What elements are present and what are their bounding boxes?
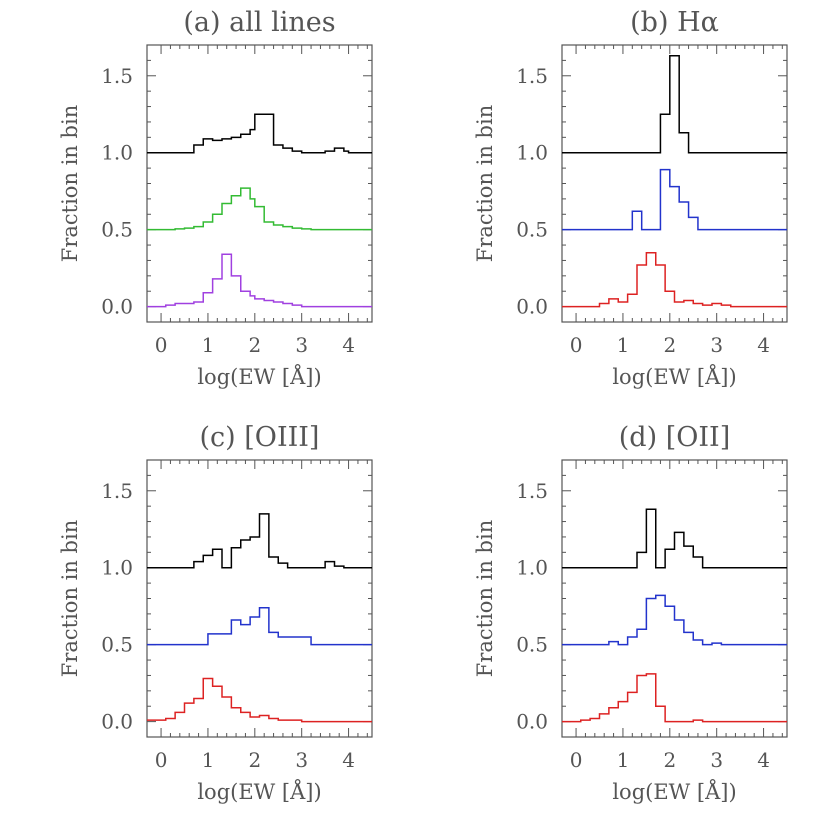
panel-title: (a) all lines: [183, 7, 335, 38]
x-tick-label: 2: [248, 748, 261, 772]
histogram-series-1: [147, 513, 372, 569]
y-tick-label: 0.0: [101, 295, 133, 319]
y-tick-label: 1.0: [516, 141, 548, 165]
x-axis-label: log(EW [Å]): [612, 779, 736, 804]
y-tick-label: 0.5: [101, 633, 133, 657]
x-tick-label: 0: [570, 333, 583, 357]
x-tick-label: 0: [155, 748, 168, 772]
x-axis-label: log(EW [Å]): [612, 364, 736, 389]
histogram-series-3: [147, 677, 372, 723]
y-axis-label: Fraction in bin: [58, 520, 82, 678]
y-tick-label: 1.0: [101, 141, 133, 165]
y-tick-label: 1.0: [101, 556, 133, 580]
histogram-series-1: [562, 55, 787, 154]
y-tick-label: 1.5: [101, 479, 133, 503]
x-tick-label: 4: [757, 333, 770, 357]
x-tick-label: 3: [295, 748, 308, 772]
x-tick-label: 0: [155, 333, 168, 357]
y-tick-label: 0.5: [516, 218, 548, 242]
x-axis-label: log(EW [Å]): [197, 364, 321, 389]
panel-title: (d) [OII]: [619, 422, 730, 453]
y-tick-label: 1.5: [101, 64, 133, 88]
y-tick-label: 0.5: [516, 633, 548, 657]
x-tick-label: 4: [757, 748, 770, 772]
x-axis-label: log(EW [Å]): [197, 779, 321, 804]
y-tick-label: 0.0: [101, 710, 133, 734]
histogram-series-2: [562, 594, 787, 646]
y-axis-label: Fraction in bin: [58, 105, 82, 263]
x-tick-label: 1: [202, 333, 215, 357]
panel-a: 0 1 2 3 4 0.0 0.5 1.0 1.5 (a) all lines log(EW [Å]…: [58, 7, 373, 389]
y-tick-label: 0.0: [516, 710, 548, 734]
y-tick-label: 0.5: [101, 218, 133, 242]
x-tick-label: 4: [342, 748, 355, 772]
x-tick-label: 2: [663, 748, 676, 772]
histogram-series-2: [147, 606, 372, 646]
x-tick-label: 0: [570, 748, 583, 772]
y-tick-label: 1.5: [516, 64, 548, 88]
panel-b: 0 1 2 3 4 0.0 0.5 1.0 1.5 (b) Hα log(EW [Å]) Fracti…: [473, 7, 788, 389]
x-tick-label: 1: [617, 748, 630, 772]
x-tick-label: 1: [617, 333, 630, 357]
x-tick-label: 3: [710, 333, 723, 357]
histogram-series-3: [147, 253, 372, 308]
histogram-series-1: [562, 508, 787, 569]
x-tick-label: 4: [342, 333, 355, 357]
y-axis-label: Fraction in bin: [473, 105, 497, 263]
y-tick-label: 0.0: [516, 295, 548, 319]
histogram-series-2: [147, 187, 372, 231]
plot-frame: [561, 459, 788, 738]
y-axis-label: Fraction in bin: [473, 520, 497, 678]
panel-d: 0 1 2 3 4 0.0 0.5 1.0 1.5 (d) [OII] log(EW [Å]) Fra…: [473, 422, 788, 804]
y-tick-label: 1.5: [516, 479, 548, 503]
histogram-series-2: [562, 168, 787, 231]
plot-frame: [146, 44, 373, 323]
x-tick-label: 3: [295, 333, 308, 357]
x-tick-label: 2: [248, 333, 261, 357]
panel-title: (c) [OIII]: [200, 422, 320, 453]
panel-title: (b) Hα: [630, 7, 719, 38]
x-tick-label: 1: [202, 748, 215, 772]
y-tick-label: 1.0: [516, 556, 548, 580]
plot-frame: [561, 44, 788, 323]
histogram-series-3: [562, 673, 787, 723]
x-tick-label: 3: [710, 748, 723, 772]
x-tick-label: 2: [663, 333, 676, 357]
histogram-series-3: [562, 252, 787, 308]
plot-frame: [146, 459, 373, 738]
panel-c: 0 1 2 3 4 0.0 0.5 1.0 1.5 (c) [OIII] log(EW [Å]) Fr…: [58, 422, 373, 804]
histogram-series-1: [147, 113, 372, 154]
